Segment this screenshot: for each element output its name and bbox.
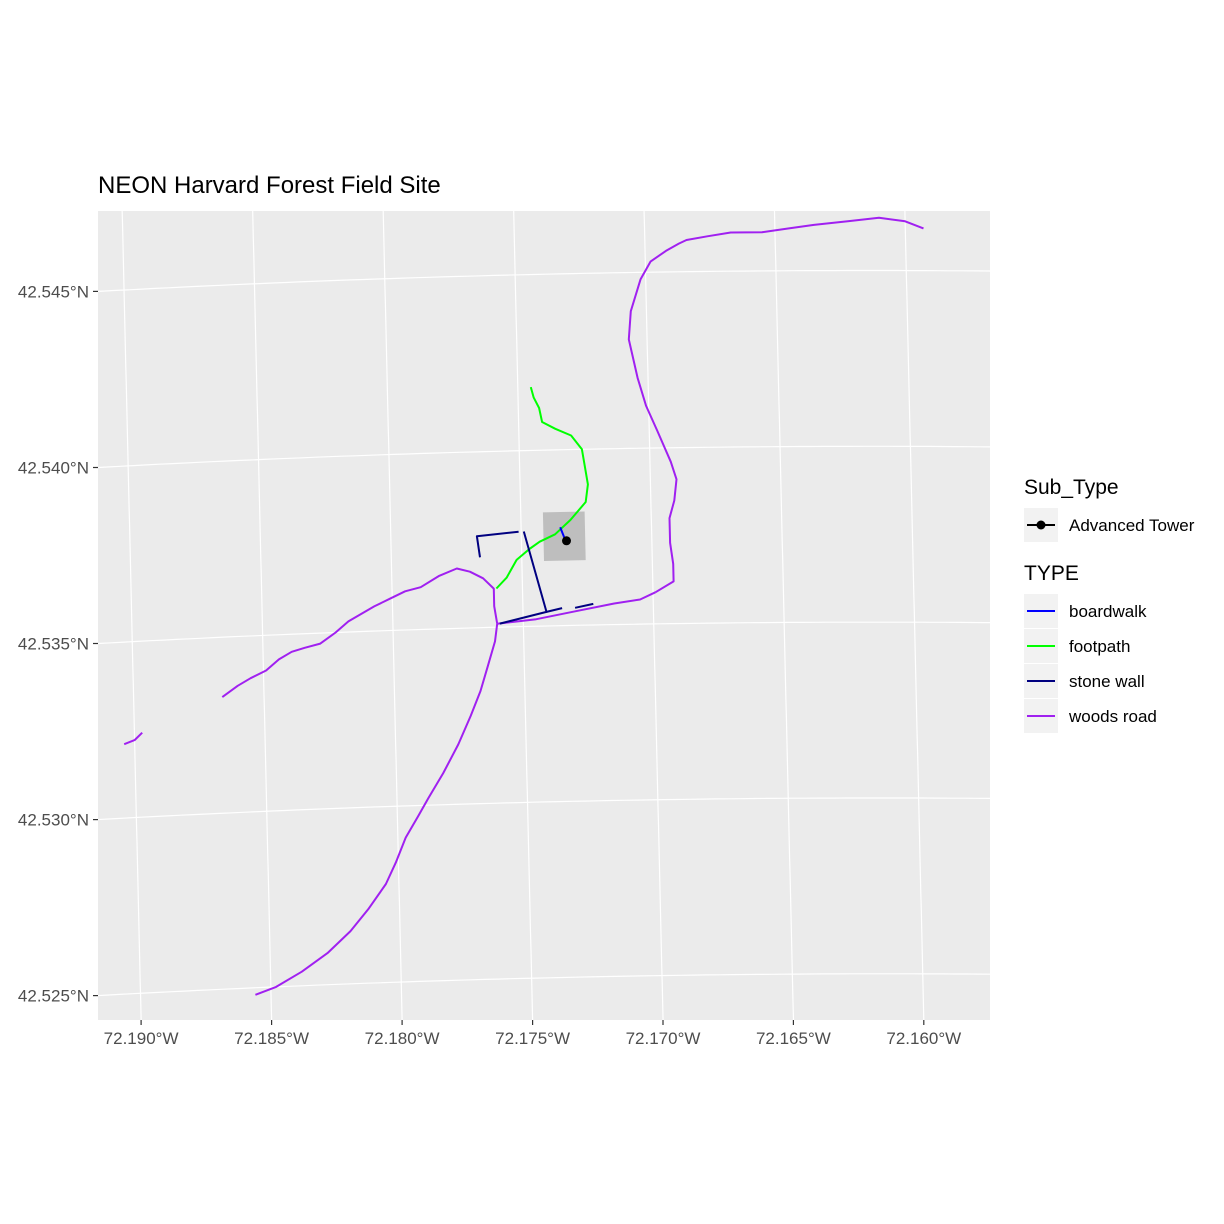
legend-title: TYPE (1024, 562, 1079, 585)
y-tick-label: 42.530°N (18, 811, 89, 830)
tower-point (562, 536, 571, 546)
x-tick-label: 72.170°W (626, 1029, 701, 1048)
woods-road-line (255, 623, 499, 996)
meridian-line (252, 211, 273, 1020)
legend: Sub_Type Advanced Tower TYPE boardwalk footp… (1024, 476, 1195, 733)
woods-road-line (123, 731, 143, 746)
y-tick-label: 42.545°N (18, 282, 89, 301)
meridian-line (643, 211, 664, 1020)
legend-label: stone wall (1069, 672, 1145, 691)
x-tick-label: 72.180°W (365, 1029, 440, 1048)
map-panel (98, 211, 990, 1020)
axes: 72.190°W 72.185°W 72.180°W 72.175°W 72.170°W… (18, 282, 961, 1048)
parallel-line (98, 973, 990, 997)
legend-title: Sub_Type (1024, 476, 1119, 499)
x-tick-label: 72.175°W (495, 1029, 570, 1048)
parallel-line (98, 269, 990, 292)
x-tick-label: 72.165°W (756, 1029, 831, 1048)
legend-key-point (1036, 520, 1046, 530)
graticule (98, 211, 990, 1020)
x-tick-label: 72.190°W (104, 1029, 179, 1048)
x-tick-label: 72.185°W (234, 1029, 309, 1048)
legend-label: woods road (1068, 707, 1157, 726)
y-tick-label: 42.540°N (18, 459, 89, 478)
y-tick-label: 42.535°N (18, 635, 89, 654)
meridian-line (513, 211, 534, 1020)
y-tick-label: 42.525°N (18, 987, 89, 1006)
stone-wall-line (546, 607, 563, 613)
stone-wall-line (574, 602, 594, 609)
parallel-line (98, 621, 990, 645)
woods-road-line (497, 591, 657, 625)
meridian-line (773, 211, 795, 1020)
legend-label: boardwalk (1069, 602, 1147, 621)
legend-label: Advanced Tower (1069, 516, 1195, 535)
x-tick-label: 72.160°W (886, 1029, 961, 1048)
map-title: NEON Harvard Forest Field Site (98, 172, 441, 199)
legend-label: footpath (1069, 637, 1130, 656)
meridian-line (382, 211, 403, 1020)
parallel-line (98, 445, 990, 469)
meridian-line (904, 211, 925, 1020)
woods-road-line (627, 216, 924, 594)
parallel-line (98, 797, 990, 821)
stone-wall-line (475, 530, 519, 558)
meridian-line (121, 211, 142, 1020)
trail-features (123, 216, 924, 996)
woods-road-line (221, 567, 499, 698)
footpath-line (495, 386, 589, 590)
